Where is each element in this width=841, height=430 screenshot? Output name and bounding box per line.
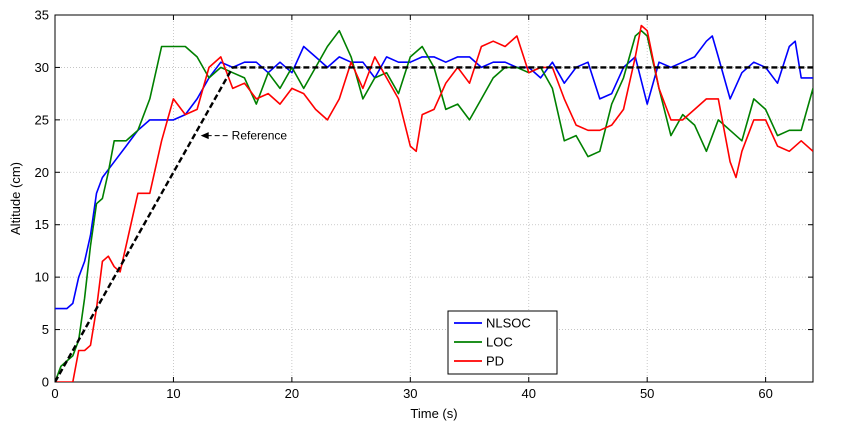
reference-annotation-label: Reference	[232, 129, 288, 143]
y-tick-label: 0	[42, 375, 49, 390]
x-tick-label: 10	[166, 386, 180, 401]
plot-area	[54, 14, 814, 383]
x-tick-label: 30	[403, 386, 417, 401]
reference-annotation-arrowhead	[200, 132, 209, 140]
series-line-reference	[55, 66, 813, 382]
legend-label-pd: PD	[486, 354, 504, 369]
x-tick-label: 50	[640, 386, 654, 401]
x-tick-label: 60	[758, 386, 772, 401]
y-tick-label: 5	[42, 322, 49, 337]
legend-items: NLSOC LOC PD	[454, 316, 531, 369]
y-tick-label: 25	[35, 112, 49, 127]
y-tick-label: 35	[35, 8, 49, 23]
x-axis-title: Time (s)	[410, 406, 457, 421]
y-axis-title: Altitude (cm)	[8, 162, 23, 235]
legend-label-nlsoc: NLSOC	[486, 316, 531, 331]
legend-label-loc: LOC	[486, 335, 513, 350]
annotation-layer: Reference	[200, 129, 288, 143]
grid	[55, 15, 813, 382]
y-tick-label: 30	[35, 60, 49, 75]
x-tick-label: 20	[285, 386, 299, 401]
series-line-loc	[55, 29, 813, 382]
axis-ticks: 0 10 20 30 40 50 60 0 5 10 15 20 25 30 35	[35, 8, 813, 401]
x-tick-label: 40	[522, 386, 536, 401]
y-tick-label: 20	[35, 165, 49, 180]
series-line-pd	[55, 24, 813, 382]
y-tick-label: 15	[35, 217, 49, 232]
x-tick-label: 0	[51, 386, 58, 401]
series-layer	[55, 24, 813, 382]
legend: NLSOC LOC PD	[447, 310, 558, 375]
y-tick-label: 10	[35, 270, 49, 285]
